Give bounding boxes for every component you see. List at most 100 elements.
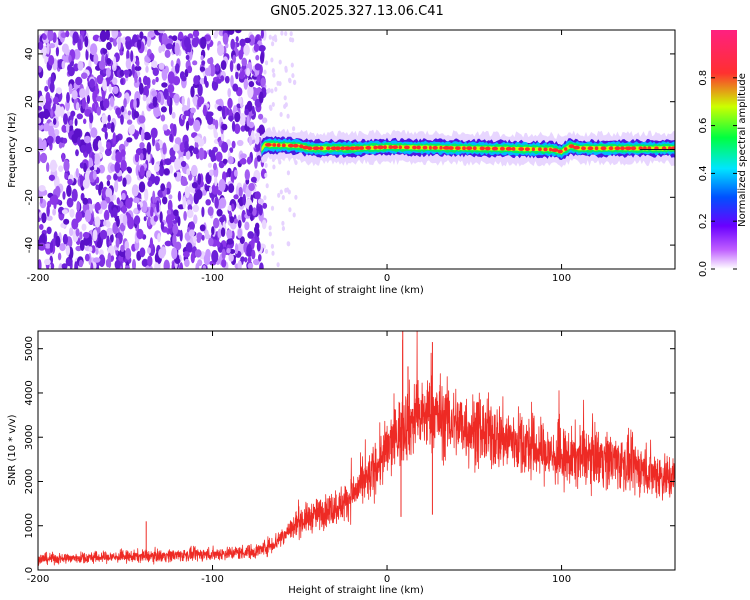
spectrogram-noise-cell [126,119,133,125]
spectrogram-noise-cell [169,133,173,143]
spectrogram-noise-cell [239,158,247,165]
spectrogram-noise-cell [260,52,265,64]
spectrogram-noise-cell [226,238,234,245]
spectrogram-noise-cell [127,110,132,116]
spectrogram-noise-cell [244,257,248,263]
spectrogram-noise-cell [136,39,142,50]
spectrogram-noise-cell [216,78,222,84]
spectrogram-noise-cell [286,170,290,176]
spectrogram-noise-cell [158,62,165,70]
snr-y-tick-label: 4000 [24,380,35,405]
spectrogram-noise-cell [88,157,93,168]
spectrogram-noise-cell [40,152,48,164]
spectrogram-y-tick-label: 20 [24,95,35,108]
spectrogram-noise-cell [182,114,187,121]
spectrogram-noise-cell [291,37,295,43]
spectrogram-noise-cell [254,191,261,200]
spectrogram-noise-cell [123,98,127,108]
spectrogram-noise-cell [209,56,214,66]
spectrogram-noise-cell [102,78,107,92]
spectrogram-peak-cell [330,146,337,151]
spectrogram-noise-cell [97,140,102,150]
spectrogram-peak-cell [499,146,505,151]
spectrogram-noise-cell [271,102,275,107]
spectrogram-noise-cell [238,49,244,60]
spectrogram-noise-cell [147,255,153,267]
spectrogram-noise-cell [138,181,146,193]
spectrogram-noise-cell [70,110,76,117]
spectrogram-noise-cell [146,170,152,178]
spectrogram-noise-cell [147,247,151,254]
colorbar-ticks: 0.0 0.2 0.4 0.6 0.8 [698,70,737,277]
spectrogram-noise-cell [48,55,55,66]
spectrogram-noise-cell [168,103,173,116]
spectrogram-noise-cell [203,253,211,266]
spectrogram-noise-cell [95,248,99,255]
spectrogram-noise-cell [285,187,290,193]
spectrogram-noise-cell [152,95,158,108]
spectrogram-noise-cell [121,105,125,113]
snr-series-line [38,331,675,566]
spectrogram-noise-cell [252,207,257,217]
spectrogram-noise-cell [192,60,198,66]
spectrogram-noise-cell [264,249,269,254]
spectrogram-noise-cell [66,122,70,134]
spectrogram-noise-cell [236,139,244,147]
spectrogram-noise-cell [69,227,74,237]
spectrogram-noise-cell [92,103,96,112]
spectrogram-noise-cell [58,263,63,269]
spectrogram-noise-cell [198,147,205,161]
spectrogram-noise-cell [120,149,126,157]
spectrogram-noise-cell [47,30,54,42]
spectrogram-noise-cell [237,260,242,269]
spectrogram-noise-cell [85,49,89,61]
spectrogram-noise-cell [220,60,227,71]
spectrogram-noise-cell [90,262,94,269]
colorbar-tick-label: 0.2 [698,213,709,229]
spectrogram-noise-cell [38,111,47,119]
spectrogram-noise-cell [258,113,264,120]
spectrogram-noise-cell [158,45,163,54]
spectrogram-noise-cell [50,262,55,269]
spectrogram-noise-cell [75,228,80,237]
spectrogram-peak-cell [281,143,286,148]
snr-frame [37,330,676,571]
spectrogram-noise-cell [157,189,164,198]
spectrogram-noise-cell [79,231,83,240]
spectrogram-noise-cell [293,79,297,85]
spectrogram-noise-cell [84,35,89,48]
spectrogram-noise-cell [55,135,61,145]
spectrogram-noise-cell [197,83,203,97]
spectrogram-noise-cell [271,68,275,74]
spectrogram-noise-cell [64,172,69,180]
spectrogram-noise-cell [279,112,283,117]
spectrogram-noise-cell [62,233,68,245]
spectrogram-noise-cell [171,247,178,260]
spectrogram-noise-cell [276,262,280,268]
colorbar-label: Normalized spectral amplitude [737,73,748,227]
spectrogram-noise-cell [112,132,117,145]
spectrogram-peak-cell [448,146,454,150]
spectrogram-noise-cell [187,115,194,126]
spectrogram-peak-cell [472,146,477,151]
spectrogram-noise-cell [147,180,153,187]
spectrogram-peak-cell [383,145,387,150]
spectrogram-noise-cell [190,252,195,264]
spectrogram-noise-cell [106,180,111,187]
spectrogram-noise-cell [221,259,227,268]
spectrogram-peak-cell [287,143,294,148]
spectrogram-peak-cell [358,146,365,150]
spectrogram-noise-cell [270,243,274,249]
spectrogram-noise-cell [193,119,201,132]
snr-x-tick-label: 100 [552,574,571,585]
spectrogram-noise-cell [184,186,190,199]
spectrogram-noise-cell [105,30,110,41]
snr-y-tick-label: 1000 [24,513,35,538]
spectrogram-noise-cell [290,62,294,68]
spectrogram-noise-cell [68,83,73,95]
spectrogram-noise-cell [268,231,272,237]
spectrogram-noise-cell [195,189,203,200]
spectrogram-noise-cell [226,107,230,116]
spectrogram-noise-cell [271,41,275,47]
